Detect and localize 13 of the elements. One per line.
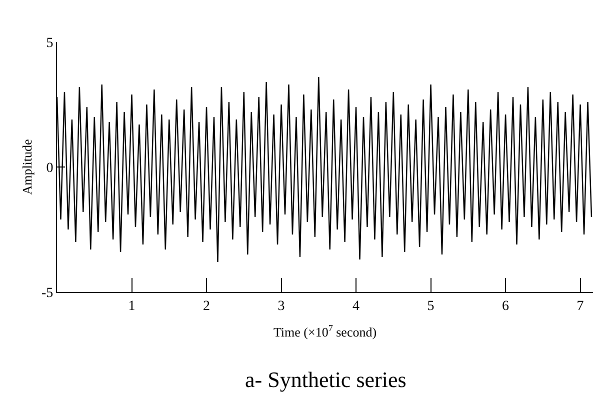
y-axis-title: Amplitude — [19, 138, 34, 195]
x-tick-label: 5 — [427, 298, 434, 314]
text: a- Synthetic series — [245, 367, 406, 392]
x-axis-title: Time (×10$^{7}$ second) — [273, 322, 377, 340]
x-tick-label: 1 — [128, 298, 136, 314]
x-tick-label: 4 — [352, 298, 360, 314]
y-tick-label: 5 — [46, 36, 54, 51]
x-tick-label: 7 — [576, 298, 584, 314]
x-tick-label: 6 — [502, 298, 510, 314]
y-tick-label: 0 — [46, 160, 54, 176]
y-tick-label: -5 — [42, 286, 54, 301]
x-tick-label: 2 — [203, 298, 210, 314]
x-tick-label: 3 — [278, 298, 285, 314]
